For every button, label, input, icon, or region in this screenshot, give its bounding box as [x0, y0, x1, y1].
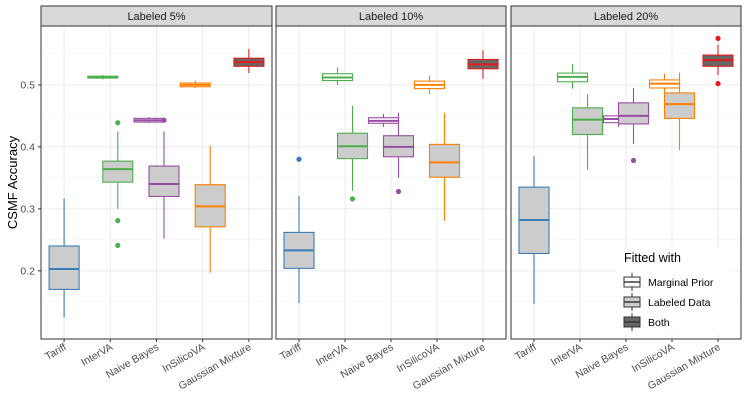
legend: Fitted with Marginal Prior Labeled Data Bot…: [616, 248, 734, 334]
box-iqr-rect: [48, 245, 80, 290]
legend-label: Labeled Data: [648, 297, 711, 309]
y-tick-label: 0.4: [20, 141, 35, 153]
box-outlier-point: [296, 156, 302, 162]
box-gaussian-mixture-both: [233, 48, 265, 74]
box-interva-labeled-data: [571, 94, 604, 170]
box-iqr-rect: [428, 143, 461, 178]
box-tariff-labeled-data: [48, 198, 80, 318]
box-naive-bayes-marginal-prior: [133, 117, 165, 124]
box-interva-marginal-prior: [556, 64, 589, 89]
box-outlier-point: [349, 196, 356, 202]
x-tick-label-tariff: Tariff: [513, 341, 539, 363]
panel-strip-label: Labeled 5%: [127, 11, 185, 23]
box-interva-labeled-data: [102, 120, 134, 249]
box-insilicova-labeled-data: [663, 72, 696, 150]
box-naive-bayes-labeled-data: [382, 112, 415, 195]
box-outlier-point: [115, 242, 121, 249]
box-outlier-point: [115, 218, 121, 224]
legend-label: Marginal Prior: [648, 277, 714, 289]
box-tariff-labeled-data: [518, 156, 550, 304]
box-tariff-labeled-data: [283, 156, 315, 304]
x-tick-label-tariff: Tariff: [278, 341, 304, 363]
box-interva-marginal-prior: [87, 74, 119, 80]
box-outlier-point: [395, 188, 402, 195]
x-tick-label-interva: InterVA: [79, 341, 115, 369]
legend-entry-both: Both: [623, 313, 670, 331]
panel-strip: [275, 5, 507, 27]
box-outlier-point: [115, 120, 121, 126]
y-tick-label: 0.2: [20, 265, 35, 277]
x-tick-label-naive-bayes: Naive Bayes: [338, 341, 395, 381]
box-insilicova-labeled-data: [428, 112, 461, 221]
x-tick-label-naive-bayes: Naive Bayes: [573, 341, 630, 381]
panel-strip: [40, 5, 273, 27]
x-tick-label-interva: InterVA: [314, 341, 350, 369]
box-naive-bayes-labeled-data: [148, 117, 180, 239]
box-iqr-rect: [148, 165, 180, 197]
box-outlier-point: [715, 81, 721, 87]
box-outlier-point: [161, 117, 167, 123]
panel-strip-label: Labeled 20%: [594, 11, 658, 23]
legend-entry-marginal-prior: Marginal Prior: [623, 273, 714, 291]
legend-entry-labeled-data: Labeled Data: [623, 293, 711, 311]
box-iqr-rect: [102, 160, 134, 183]
box-insilicova-marginal-prior: [179, 80, 211, 88]
x-tick-label-tariff: Tariff: [43, 341, 69, 363]
y-axis-title: CSMF Accuracy: [5, 135, 20, 229]
box-insilicova-marginal-prior: [413, 75, 446, 95]
box-outlier-point: [630, 157, 637, 164]
legend-label: Both: [648, 317, 670, 329]
y-tick-label: 0.5: [20, 79, 35, 91]
box-iqr-rect: [571, 107, 604, 136]
box-iqr-rect: [617, 102, 650, 125]
y-tick-label: 0.3: [20, 203, 35, 215]
panel-strip: [510, 5, 742, 27]
box-naive-bayes-labeled-data: [617, 87, 650, 164]
box-interva-labeled-data: [336, 105, 369, 202]
box-interva-marginal-prior: [321, 67, 354, 85]
x-tick-label-naive-bayes: Naive Bayes: [104, 341, 161, 381]
panel-strip-label: Labeled 10%: [359, 11, 423, 23]
box-iqr-rect: [663, 92, 696, 119]
box-gaussian-mixture-both: [702, 35, 734, 87]
box-outlier-point: [715, 35, 721, 41]
box-insilicova-labeled-data: [194, 145, 226, 273]
x-tick-label-interva: InterVA: [549, 341, 585, 369]
box-gaussian-mixture-both: [467, 50, 499, 79]
legend-title: Fitted with: [624, 251, 681, 265]
